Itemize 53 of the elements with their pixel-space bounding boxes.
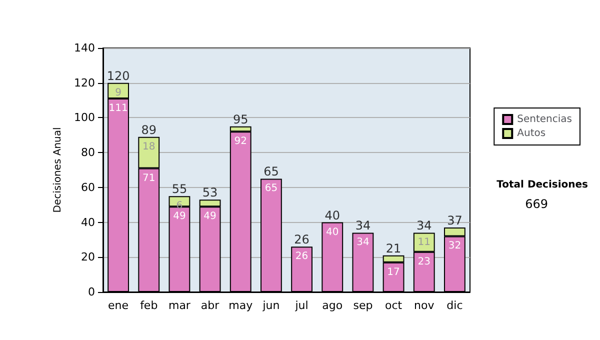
total-label: 40: [324, 208, 340, 222]
y-tick-label: 100: [74, 111, 95, 124]
text: 669: [525, 197, 548, 211]
data-label: 9: [115, 87, 122, 98]
data-label: 49: [173, 211, 186, 222]
data-label: 71: [142, 172, 156, 184]
y-tick-label: 40: [81, 216, 95, 229]
legend-label: Autos: [517, 128, 546, 139]
total-label: 120: [106, 68, 130, 83]
data-label: 26: [295, 251, 308, 262]
x-tick-label: jul: [294, 299, 308, 312]
total-label: 26: [294, 232, 310, 247]
data-label: 11: [418, 237, 430, 248]
x-tick-label: mar: [168, 299, 191, 312]
y-tick-label: 20: [81, 250, 95, 264]
x-tick-label: ago: [322, 299, 343, 312]
x-tick-label: jun: [262, 299, 280, 312]
total-label: 53: [202, 186, 218, 200]
x-tick-label: feb: [140, 299, 158, 312]
x-tick-label: abr: [200, 299, 220, 312]
data-label: 34: [356, 237, 370, 248]
x-tick-label: sep: [353, 299, 373, 312]
total-label: 37: [447, 214, 462, 228]
data-label: 40: [326, 226, 339, 238]
total-label: 89: [141, 122, 157, 137]
data-label: 17: [387, 266, 400, 278]
y-tick-label: 80: [81, 146, 95, 160]
total-label: 34: [355, 218, 371, 233]
x-tick-label: dic: [446, 299, 463, 312]
data-label: 49: [204, 211, 216, 222]
text: Total Decisiones: [496, 180, 588, 190]
total-label: 34: [416, 218, 432, 233]
y-tick-label: 60: [81, 180, 95, 194]
data-label: 32: [448, 240, 462, 252]
total-label: 55: [172, 182, 188, 196]
x-tick-label: oct: [384, 299, 403, 312]
data-label: 65: [264, 183, 278, 194]
x-tick-label: nov: [414, 299, 435, 312]
data-label: 23: [418, 256, 430, 268]
x-tick-label: may: [228, 299, 254, 312]
y-tick-label: 120: [74, 76, 95, 90]
total-label: 95: [232, 112, 248, 126]
legend-label: Sentencias: [517, 114, 572, 125]
data-label: 18: [142, 141, 156, 152]
y-axis-title: Decisiones Anual: [52, 127, 64, 213]
y-tick-label: 0: [88, 286, 95, 298]
y-tick-label: 140: [74, 42, 95, 54]
data-label: 6: [176, 200, 183, 212]
total-label: 21: [386, 241, 402, 256]
total-label: 65: [264, 164, 279, 179]
data-label: 111: [108, 103, 128, 114]
x-tick-label: ene: [108, 299, 129, 312]
data-label: 92: [234, 136, 247, 148]
